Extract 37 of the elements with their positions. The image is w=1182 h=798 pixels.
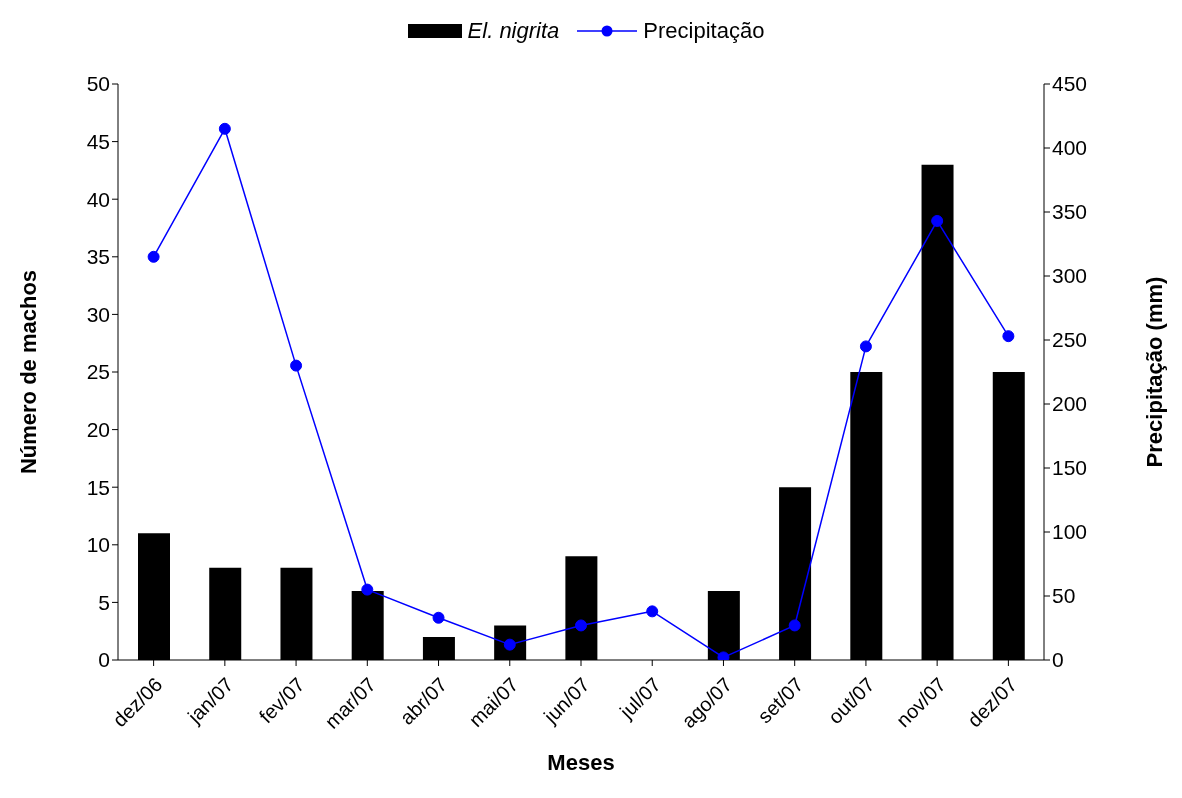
point [575, 619, 587, 632]
y2-tick-label: 450 [1052, 72, 1088, 96]
y2-tick-label: 0 [1052, 648, 1064, 672]
y-tick-label: 45 [86, 130, 110, 154]
y-tick-label: 40 [86, 187, 110, 211]
point [361, 583, 374, 596]
point [931, 214, 944, 227]
point [859, 340, 872, 353]
point [147, 250, 160, 263]
point [290, 359, 303, 372]
y2-axis-title: Precipitação (mm) [1141, 276, 1167, 468]
point [218, 122, 231, 135]
y-tick-label: 50 [86, 72, 110, 96]
x-axis-title: Meses [547, 750, 615, 775]
legend-label: Precipitação [643, 18, 765, 44]
y-tick-label: 10 [86, 533, 110, 557]
y-tick-label: 5 [98, 590, 110, 614]
y2-tick-label: 50 [1052, 584, 1076, 608]
legend-label: El. nigrita [467, 18, 560, 44]
y-tick-label: 15 [86, 475, 110, 499]
point [788, 619, 801, 632]
y-tick-label: 20 [86, 418, 110, 442]
y2-tick-label: 100 [1052, 520, 1088, 544]
y2-tick-label: 250 [1052, 328, 1088, 352]
y-tick-label: 30 [86, 302, 110, 326]
point [1002, 330, 1015, 343]
point [432, 611, 445, 624]
y2-tick-label: 350 [1052, 200, 1088, 224]
y2-tick-label: 200 [1052, 392, 1088, 416]
y2-tick-label: 300 [1052, 264, 1088, 288]
y-tick-label: 0 [98, 648, 110, 672]
point [646, 605, 659, 618]
y2-tick-label: 400 [1052, 136, 1088, 160]
y-tick-label: 35 [86, 245, 110, 269]
y2-tick-label: 150 [1052, 456, 1088, 480]
y-axis-title: Número de machos [15, 269, 41, 475]
y-tick-label: 25 [86, 360, 110, 384]
